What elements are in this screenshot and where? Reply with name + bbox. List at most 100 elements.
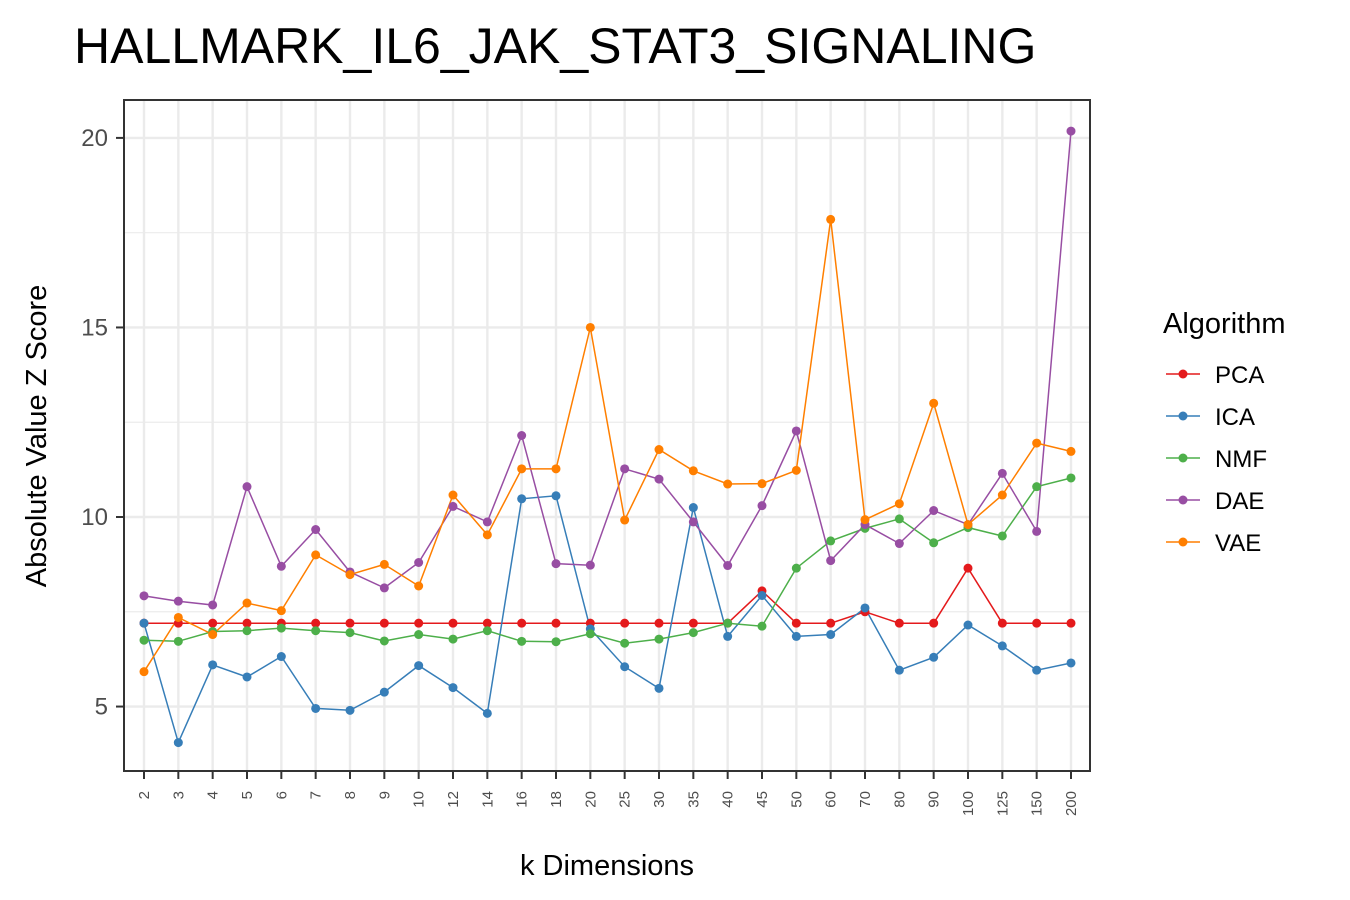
data-point-nmf [311, 626, 321, 636]
data-point-dae [757, 501, 767, 511]
data-point-nmf [482, 626, 492, 636]
data-point-dae [517, 431, 527, 440]
series-line-nmf [143, 477, 1072, 644]
x-tick-label: 8 [342, 791, 359, 799]
data-point-dae [414, 557, 424, 567]
x-tick-label: 10 [411, 791, 428, 808]
data-point-dae [276, 561, 286, 571]
chart-title: HALLMARK_IL6_JAK_STAT3_SIGNALING [74, 18, 1036, 74]
series-line-ica [143, 494, 1072, 745]
data-point-nmf [242, 626, 252, 636]
data-point-dae [551, 559, 561, 569]
data-point-ica [414, 661, 424, 671]
y-axis-title: Absolute Value Z Score [21, 285, 53, 588]
data-point-pca [311, 618, 321, 628]
series-line-vae [143, 219, 1072, 673]
data-point-dae [173, 596, 183, 606]
data-point-ica [448, 683, 458, 693]
series-lines [143, 131, 1072, 745]
series-line-dae [143, 131, 1072, 606]
x-tick-label: 70 [857, 791, 874, 808]
x-tick-label: 6 [273, 791, 290, 799]
data-point-ica [894, 665, 904, 675]
data-point-pca [929, 618, 939, 628]
data-point-vae [276, 606, 286, 616]
data-point-vae [1066, 446, 1076, 456]
data-point-vae [345, 570, 355, 580]
data-point-nmf [723, 618, 733, 628]
data-point-ica [139, 618, 149, 628]
data-point-dae [139, 591, 149, 601]
data-point-ica [379, 687, 389, 697]
y-tick-label: 15 [81, 314, 108, 341]
data-point-pca [997, 618, 1007, 628]
data-point-dae [379, 583, 389, 593]
data-point-ica [173, 738, 183, 748]
data-point-ica [757, 590, 767, 600]
x-tick-label: 100 [960, 791, 977, 816]
data-point-nmf [1066, 473, 1076, 483]
data-point-pca [791, 618, 801, 628]
data-point-vae [1032, 438, 1042, 448]
data-point-vae [997, 490, 1007, 500]
x-tick-label: 2 [136, 791, 153, 799]
grid-lines [124, 100, 1090, 771]
x-tick-label: 7 [308, 791, 325, 799]
data-point-vae [620, 515, 630, 525]
data-point-vae [654, 445, 664, 455]
data-point-nmf [1032, 482, 1042, 492]
legend-label-pca: PCA [1215, 362, 1264, 389]
data-point-nmf [551, 637, 561, 647]
data-point-pca [414, 618, 424, 628]
legend-label-dae: DAE [1215, 488, 1264, 515]
legend-key-point-ica [1178, 411, 1188, 421]
data-point-nmf [654, 634, 664, 644]
legend-title: Algorithm [1163, 308, 1286, 340]
data-point-nmf [173, 636, 183, 646]
panel-border [123, 99, 1091, 772]
x-tick-label: 12 [445, 791, 462, 808]
x-tick-label: 16 [514, 791, 531, 808]
data-point-ica [688, 503, 698, 513]
data-point-pca [551, 618, 561, 628]
data-point-nmf [276, 623, 286, 633]
data-point-vae [242, 598, 252, 608]
data-point-nmf [585, 629, 595, 639]
data-point-ica [551, 491, 561, 501]
data-point-vae [860, 515, 870, 525]
data-point-dae [688, 517, 698, 527]
data-point-vae [379, 559, 389, 569]
data-point-vae [551, 464, 561, 474]
plot-panel [123, 99, 1091, 772]
data-point-pca [620, 618, 630, 628]
panel-background [124, 100, 1090, 771]
series-points [139, 126, 1076, 748]
x-axis: 2 3 4 5 6 7 8 9 10 12 14 16 18 20 25 30 35 40 45 50 60 70 80 90… [136, 771, 1080, 816]
data-point-nmf [826, 536, 836, 546]
data-point-pca [688, 618, 698, 628]
data-point-vae [414, 581, 424, 591]
x-tick-label: 60 [823, 791, 840, 808]
data-point-vae [208, 630, 218, 640]
data-point-ica [860, 603, 870, 613]
data-point-ica [242, 672, 252, 682]
data-point-ica [963, 620, 973, 630]
x-tick-label: 40 [720, 791, 737, 808]
data-point-dae [585, 560, 595, 570]
y-tick-label: 10 [81, 504, 108, 531]
data-point-ica [654, 683, 664, 693]
data-point-nmf [620, 638, 630, 648]
data-point-vae [826, 214, 836, 224]
legend-label-nmf: NMF [1215, 446, 1267, 473]
legend-key-point-nmf [1178, 453, 1188, 463]
x-tick-label: 45 [754, 791, 771, 808]
x-tick-label: 20 [582, 791, 599, 808]
x-tick-label: 90 [926, 791, 943, 808]
data-point-dae [620, 464, 630, 474]
data-point-pca [1066, 618, 1076, 628]
data-point-ica [517, 494, 527, 504]
data-point-ica [620, 662, 630, 672]
y-axis: 5 10 15 20 [81, 125, 124, 721]
data-point-pca [482, 618, 492, 628]
series-line-pca [144, 566, 1071, 624]
